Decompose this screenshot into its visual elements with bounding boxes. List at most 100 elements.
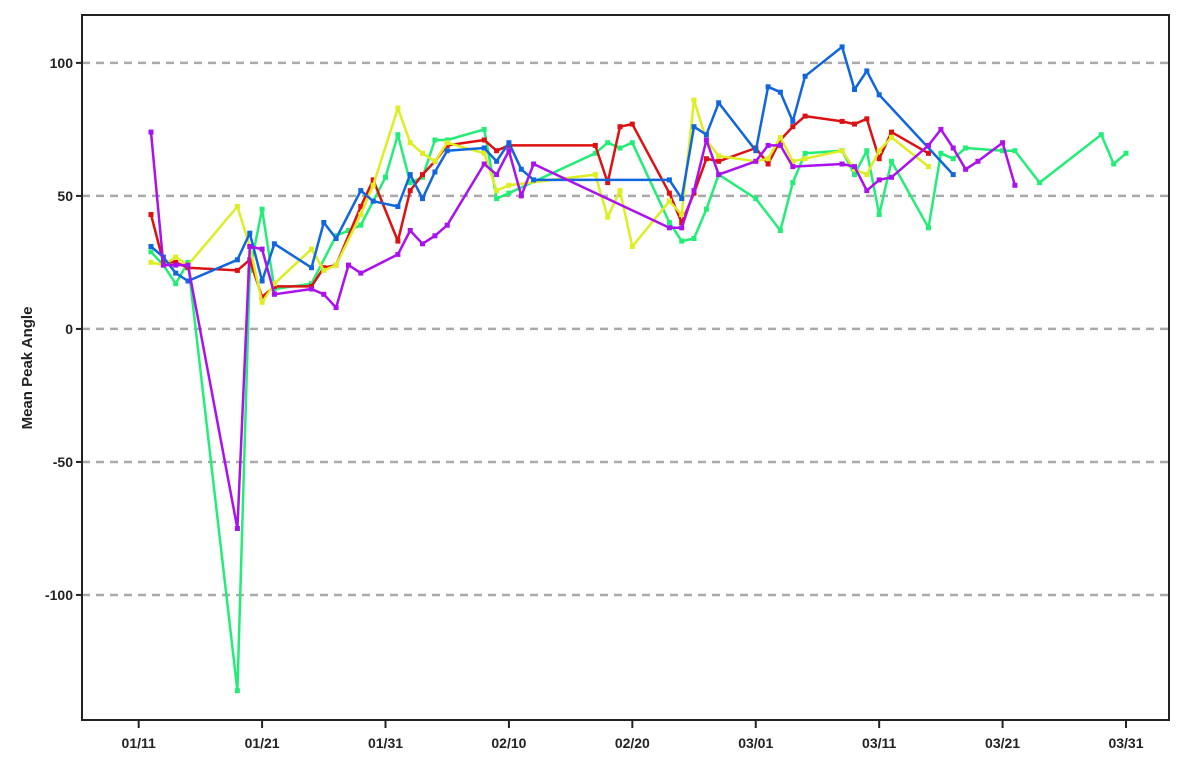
data-point	[938, 126, 944, 132]
data-point	[1012, 148, 1018, 154]
data-point	[407, 172, 413, 178]
series-line	[150, 45, 955, 283]
x-tick-label: 01/21	[245, 735, 280, 751]
data-point	[247, 230, 253, 236]
data-point	[790, 124, 796, 130]
data-point	[691, 236, 697, 241]
data-point	[926, 142, 931, 148]
data-point	[802, 73, 808, 79]
data-point	[494, 172, 500, 178]
data-point	[716, 158, 722, 164]
data-point	[383, 174, 388, 180]
data-point	[617, 145, 623, 151]
data-point	[852, 172, 857, 178]
axes: -100 -50 0 50 100 01/11 01/21 01/31 02/10 02/20 03…	[45, 55, 1144, 751]
data-point	[617, 124, 623, 130]
data-point	[333, 262, 339, 268]
data-point	[333, 236, 339, 241]
data-point	[481, 126, 487, 132]
data-point	[777, 134, 783, 140]
data-point	[271, 286, 277, 292]
data-point	[1098, 132, 1104, 138]
data-point	[506, 182, 512, 188]
data-point	[876, 156, 882, 162]
data-point	[839, 118, 845, 124]
data-point	[506, 140, 512, 146]
x-tick-label: 03/31	[1108, 735, 1143, 751]
data-point	[926, 225, 931, 231]
data-point	[691, 124, 697, 130]
data-point	[605, 180, 611, 186]
data-point	[432, 137, 438, 143]
data-point	[716, 100, 722, 106]
data-point	[605, 214, 611, 220]
data-point	[777, 89, 783, 95]
data-point	[889, 174, 894, 180]
data-point	[407, 140, 413, 146]
data-point	[852, 87, 857, 92]
y-tick-label: -50	[53, 454, 73, 470]
y-tick-label: 100	[50, 55, 74, 71]
data-point	[1000, 148, 1006, 154]
data-point	[864, 188, 870, 194]
data-point	[938, 150, 944, 156]
data-point	[148, 244, 154, 249]
data-point	[629, 244, 635, 249]
data-point	[950, 156, 956, 162]
data-point	[753, 196, 759, 202]
data-point	[679, 212, 685, 217]
data-point	[666, 225, 672, 231]
data-point	[629, 121, 635, 127]
data-point	[802, 150, 808, 156]
data-point	[666, 220, 672, 225]
data-point	[395, 238, 401, 244]
data-point	[679, 220, 685, 225]
data-point	[1111, 161, 1117, 167]
data-point	[321, 265, 327, 271]
data-point	[494, 196, 500, 202]
data-point	[271, 283, 277, 289]
data-point	[716, 172, 722, 178]
data-point	[666, 177, 672, 183]
data-point	[864, 172, 870, 178]
data-point	[679, 196, 685, 202]
data-point	[703, 137, 709, 143]
data-point	[703, 156, 709, 162]
data-point	[346, 262, 351, 268]
data-point	[271, 291, 277, 297]
data-point	[605, 140, 611, 146]
data-point	[259, 278, 265, 284]
y-axis-label: Mean Peak Angle	[19, 307, 36, 430]
data-point	[259, 299, 265, 305]
data-point	[1123, 150, 1129, 156]
data-point	[753, 148, 759, 154]
data-point	[370, 182, 376, 188]
data-point	[629, 140, 635, 146]
plot-frame	[81, 14, 1170, 721]
data-point	[802, 113, 808, 119]
x-tick-label: 03/11	[862, 735, 896, 751]
data-point	[271, 281, 277, 287]
data-point	[234, 526, 240, 531]
data-point	[321, 291, 327, 297]
data-point	[703, 132, 709, 138]
x-tick-label: 03/01	[738, 735, 773, 751]
data-point	[864, 68, 870, 74]
data-point	[309, 283, 314, 289]
data-point	[321, 267, 327, 273]
x-tick-label: 02/20	[615, 735, 650, 751]
data-point	[876, 177, 882, 183]
x-tick-label: 01/11	[122, 735, 156, 751]
data-point	[1012, 182, 1018, 188]
data-point	[247, 244, 253, 249]
data-point	[950, 145, 956, 151]
data-point	[790, 164, 796, 170]
data-point	[420, 174, 425, 180]
data-point	[531, 177, 537, 183]
data-point	[531, 161, 537, 167]
data-point	[592, 172, 598, 178]
data-point	[691, 188, 697, 194]
data-point	[679, 238, 685, 244]
data-point	[1000, 140, 1006, 146]
